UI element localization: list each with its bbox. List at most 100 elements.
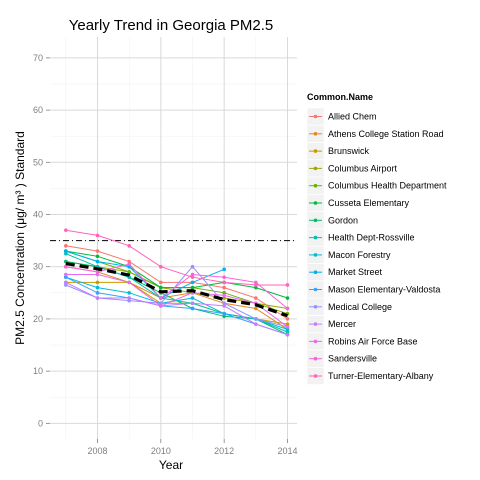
- legend-key-point: [313, 374, 318, 378]
- data-point: [127, 280, 131, 285]
- y-tick-label: 10: [33, 366, 43, 376]
- data-point: [285, 296, 290, 300]
- legend-item: Medical College: [306, 298, 392, 316]
- data-point: [95, 291, 100, 295]
- legend-label: Turner-Elementary-Albany: [328, 371, 434, 381]
- data-point: [190, 280, 195, 285]
- legend-item: Athens College Station Road: [306, 125, 444, 143]
- data-point: [285, 330, 290, 334]
- legend-label: Cusseta Elementary: [328, 198, 410, 208]
- data-point: [254, 285, 258, 290]
- data-point: [95, 296, 100, 300]
- legend-key-point: [313, 356, 318, 361]
- data-point: [190, 285, 195, 290]
- data-point: [64, 228, 68, 232]
- series-line: [65, 245, 288, 320]
- series-line: [65, 276, 288, 330]
- legend-item: Columbus Health Department: [306, 176, 447, 195]
- series-line: [65, 229, 288, 286]
- x-tick-label: 2008: [87, 446, 107, 456]
- data-point: [285, 324, 290, 329]
- data-point: [159, 264, 163, 269]
- x-tick-label: 2012: [214, 446, 234, 456]
- data-point: [95, 233, 100, 238]
- plot-background: [50, 37, 297, 439]
- x-tick-label: 2014: [277, 446, 297, 456]
- data-point: [222, 280, 226, 285]
- data-point: [285, 283, 290, 287]
- data-point: [285, 332, 290, 337]
- trend-line: [65, 262, 289, 318]
- legend-key-point: [313, 218, 318, 223]
- trend-line-group: [65, 262, 289, 318]
- data-point: [190, 272, 195, 277]
- data-point: [222, 304, 226, 308]
- legend-label: Sandersville: [328, 354, 377, 364]
- legend-item: Gordon: [306, 211, 358, 230]
- x-tick-label: 2010: [151, 446, 171, 456]
- data-point: [222, 267, 226, 272]
- data-point: [64, 251, 68, 256]
- legend-key-point: [313, 322, 318, 326]
- series-line: [65, 263, 288, 309]
- legend-key-point: [313, 114, 318, 119]
- legend-label: Columbus Airport: [328, 163, 398, 173]
- data-point: [159, 280, 163, 285]
- data-point: [64, 272, 68, 277]
- legend-label: Gordon: [328, 215, 358, 225]
- data-point: [159, 301, 163, 306]
- series-line: [65, 266, 288, 330]
- data-point: [127, 262, 131, 266]
- data-point: [254, 306, 258, 311]
- y-tick-label: 30: [33, 262, 43, 272]
- data-point: [190, 275, 195, 279]
- x-axis-title: Year: [159, 458, 183, 472]
- legend-label: Mason Elementary-Valdosta: [328, 285, 440, 295]
- data-point: [285, 322, 290, 326]
- legend-key-point: [313, 270, 318, 275]
- data-point: [64, 249, 68, 253]
- legend-key-point: [313, 132, 318, 136]
- data-point: [254, 280, 258, 285]
- data-point: [127, 298, 131, 303]
- series-15: [64, 228, 290, 287]
- legend-label: Medical College: [328, 302, 392, 312]
- data-point: [127, 244, 131, 248]
- data-point: [190, 264, 195, 269]
- legend-item: Mason Elementary-Valdosta: [306, 280, 440, 299]
- data-point: [222, 291, 226, 295]
- data-point: [127, 259, 131, 264]
- data-point: [95, 254, 100, 259]
- series-line: [65, 250, 288, 299]
- legend-label: Robins Air Force Base: [328, 336, 418, 346]
- series-line: [65, 250, 225, 299]
- y-tick-label: 40: [33, 210, 43, 220]
- data-point: [190, 301, 195, 306]
- legend-key-point: [313, 149, 318, 153]
- legend-label: Allied Chem: [328, 112, 377, 122]
- legend-item: Market Street: [306, 263, 383, 281]
- data-point: [64, 283, 68, 287]
- data-point: [95, 280, 100, 285]
- data-point: [190, 296, 195, 300]
- legend-label: Health Dept-Rossville: [328, 233, 415, 243]
- data-point: [64, 280, 68, 285]
- data-point: [285, 306, 290, 311]
- data-point: [222, 296, 226, 300]
- y-tick-label: 60: [33, 105, 43, 115]
- legend-item: Allied Chem: [306, 107, 377, 126]
- legend-item: Turner-Elementary-Albany: [306, 367, 434, 385]
- y-tick-label: 70: [33, 53, 43, 63]
- data-point: [159, 296, 163, 300]
- data-point: [285, 327, 290, 332]
- data-point: [64, 264, 68, 269]
- data-point: [222, 311, 226, 316]
- data-point: [254, 283, 258, 287]
- data-point: [254, 317, 258, 321]
- data-point: [285, 317, 290, 321]
- series-13: [64, 272, 290, 329]
- data-point: [159, 304, 163, 308]
- legend-label: Brunswick: [328, 146, 370, 156]
- data-point: [64, 275, 68, 279]
- legend-key-point: [313, 183, 318, 188]
